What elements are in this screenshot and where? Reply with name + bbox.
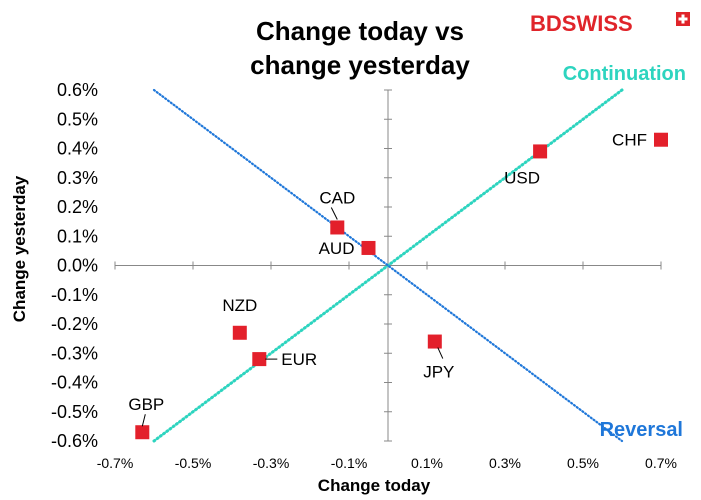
y-tick-label: 0.6% [57, 80, 98, 100]
point-gbp [135, 425, 150, 440]
x-tick-label: 0.3% [489, 455, 521, 471]
bdswiss-logo: BDSWISS [530, 11, 690, 36]
y-tick-label: -0.2% [51, 314, 98, 334]
x-tick-label: 0.5% [567, 455, 599, 471]
point-label-gbp: GBP [128, 395, 164, 414]
chart-title-line-2: change yesterday [250, 50, 470, 80]
chart-title-line-1: Change today vs [256, 16, 464, 46]
y-tick-label: 0.2% [57, 197, 98, 217]
x-tick-label: 0.7% [645, 455, 677, 471]
leader-line-jpy [437, 347, 444, 359]
reversal-annotation: Reversal [600, 419, 683, 441]
point-label-jpy: JPY [423, 363, 454, 382]
logo-text-swiss: SWISS [562, 11, 633, 36]
reversal-line [152, 88, 624, 443]
y-tick-label: -0.6% [51, 431, 98, 451]
logo-text-bd: BD [530, 11, 562, 36]
point-chf [654, 132, 668, 147]
x-tick-label: -0.1% [331, 455, 368, 471]
y-tick-label: -0.5% [51, 402, 98, 422]
x-axis-title: Change today [318, 476, 431, 495]
x-tick-label: -0.3% [253, 455, 290, 471]
y-tick-label: -0.4% [51, 373, 98, 393]
y-tick-label: 0.4% [57, 139, 98, 159]
continuation-annotation: Continuation [563, 63, 686, 85]
y-axis-title: Change yesterday [10, 175, 29, 322]
y-tick-label: 0.1% [57, 226, 98, 246]
swiss-cross-icon [676, 12, 690, 26]
point-label-usd: USD [504, 168, 540, 187]
x-tick-label: -0.5% [175, 455, 212, 471]
point-usd [533, 144, 548, 159]
point-eur [252, 352, 267, 367]
y-tick-label: 0.5% [57, 109, 98, 129]
point-label-cad: CAD [319, 188, 355, 207]
y-tick-label: 0.3% [57, 168, 98, 188]
point-label-nzd: NZD [222, 296, 257, 315]
x-tick-label: 0.1% [411, 455, 443, 471]
y-tick-label: -0.3% [51, 343, 98, 363]
point-jpy [427, 334, 442, 349]
y-tick-label: -0.1% [51, 285, 98, 305]
point-label-aud: AUD [319, 239, 355, 258]
point-aud [361, 240, 376, 255]
plot-area: 0.6% 0.5% 0.4% 0.3% 0.2% 0.1% 0.0% -0.1% -0.2% -0… [51, 80, 677, 471]
point-cad [330, 220, 345, 235]
leader-line-cad [330, 207, 338, 220]
point-label-eur: EUR [281, 350, 317, 369]
y-tick-label: 0.0% [57, 256, 98, 276]
leader-line-gbp [141, 414, 146, 427]
point-nzd [232, 325, 247, 340]
svg-text:BDSWISS: BDSWISS [530, 11, 633, 36]
x-tick-label: -0.7% [97, 455, 134, 471]
point-label-chf: CHF [612, 131, 647, 150]
